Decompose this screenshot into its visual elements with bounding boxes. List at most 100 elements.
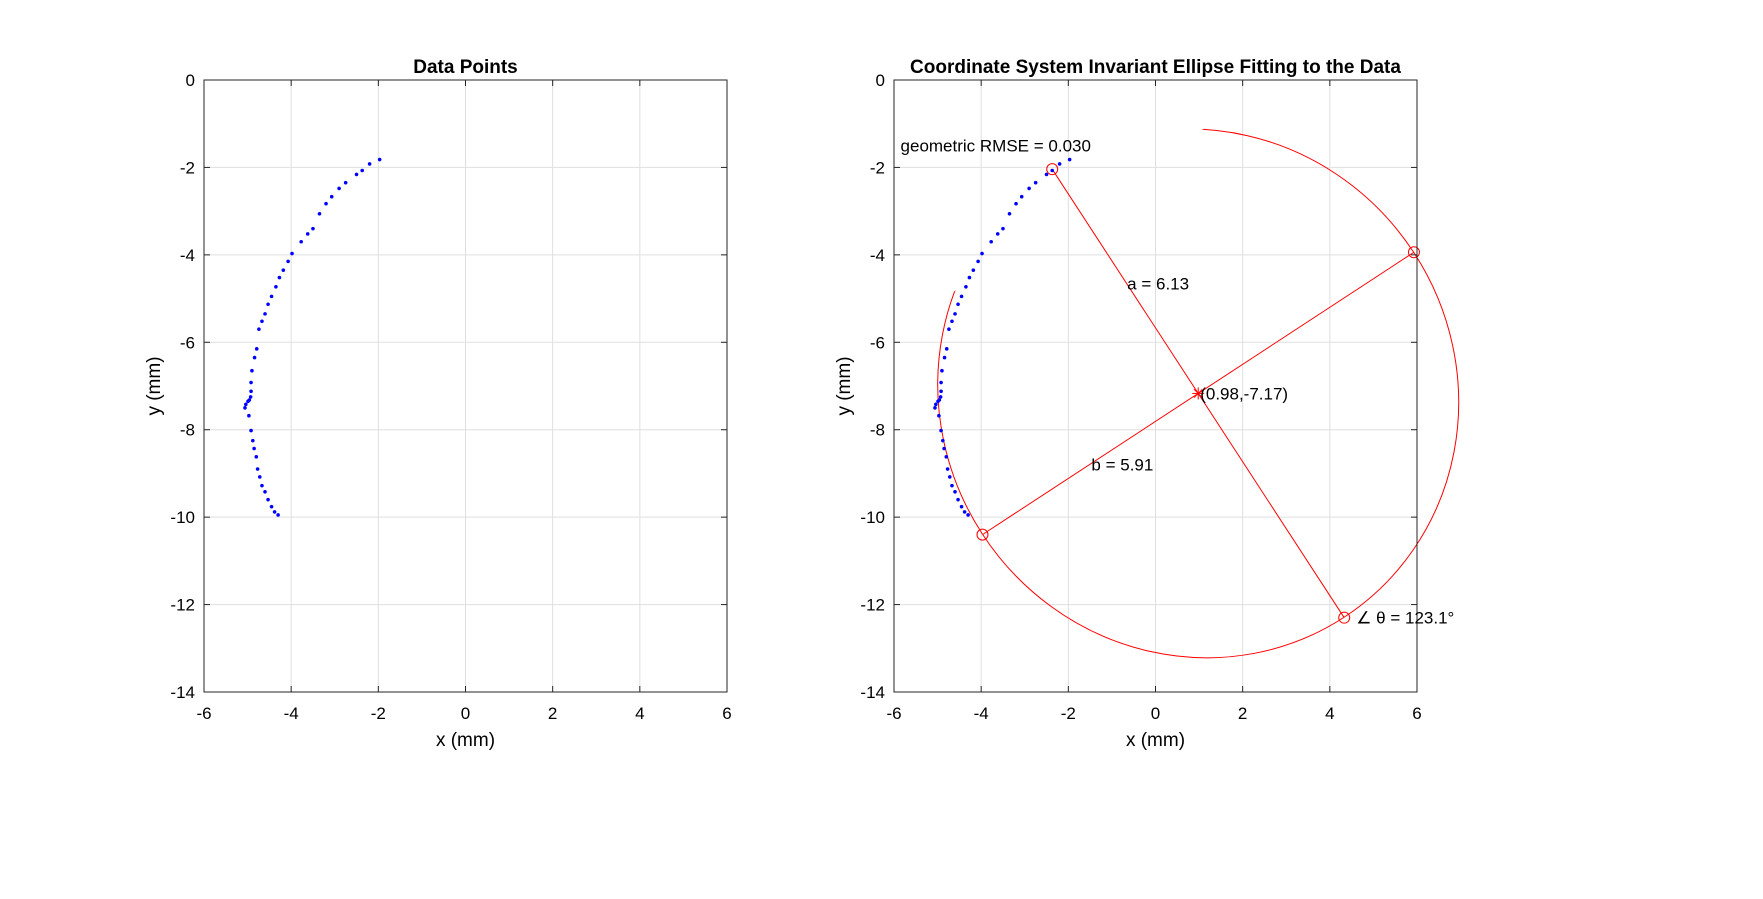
y-tick-label: -10 [860, 508, 885, 527]
data-point [343, 180, 348, 185]
data-point [976, 259, 980, 264]
data-marks [933, 157, 1072, 517]
data-point [933, 406, 937, 410]
center-marker [1192, 387, 1205, 400]
data-point [354, 172, 359, 177]
y-tick-label: -8 [180, 421, 195, 440]
x-tick-label: -4 [974, 704, 989, 723]
data-point [944, 347, 949, 351]
data-point [939, 389, 943, 394]
data-point [995, 232, 1000, 236]
data-point [938, 395, 943, 399]
y-tick-label: -14 [860, 683, 885, 702]
center-annotation: (0.98,-7.17) [1200, 384, 1288, 403]
data-point [251, 438, 255, 443]
data-point [324, 201, 328, 206]
data-point [276, 513, 280, 517]
data-point [360, 168, 365, 173]
x-tick-label: 2 [1238, 704, 1247, 723]
data-point [1050, 168, 1055, 173]
y-tick-label: -14 [170, 683, 195, 702]
x-tick-label: 6 [1412, 704, 1421, 723]
ellipse-fit-axes: -6 -4 -2 0 2 4 6 -14 -12 -10 -8 -6 -4 -2 0 Coordinate … [834, 57, 1460, 751]
data-point [286, 259, 290, 264]
y-tick-label: 0 [876, 71, 885, 90]
data-point [966, 513, 970, 517]
data-point [263, 489, 267, 494]
x-tick-label: 4 [635, 704, 644, 723]
data-point [1057, 162, 1062, 166]
angle-annotation: ∠ θ = 123.1° [1356, 609, 1454, 628]
data-marks [243, 157, 382, 517]
y-tick-label: 0 [186, 71, 195, 90]
data-point [254, 455, 259, 459]
data-point [939, 428, 943, 433]
data-point [964, 284, 968, 289]
data-point [1001, 226, 1005, 231]
y-tick-label: -12 [860, 596, 885, 615]
data-point [962, 510, 967, 514]
y-tick-label: -6 [180, 333, 195, 352]
data-point [252, 355, 257, 360]
ellipse-fit-marks [937, 128, 1460, 659]
data-point [281, 268, 286, 272]
data-point [967, 275, 972, 280]
axis-endpoint-marker [1338, 611, 1351, 624]
data-point [1014, 201, 1018, 206]
data-point [367, 162, 372, 166]
data-point [959, 294, 964, 299]
data-point [277, 275, 282, 280]
y-tick-label: -2 [870, 158, 885, 177]
x-tick-label: -6 [196, 704, 211, 723]
x-tick-label: 2 [548, 704, 557, 723]
data-point [950, 483, 954, 488]
data-point [989, 239, 993, 244]
axis-endpoint-marker [1407, 246, 1420, 259]
x-axis-label: x (mm) [1126, 730, 1185, 751]
data-point [269, 294, 274, 299]
x-axis-label: x (mm) [436, 730, 495, 751]
data-point [337, 186, 341, 191]
data-point [941, 438, 945, 443]
data-point [252, 446, 256, 451]
data-point [290, 251, 294, 256]
data-point [257, 327, 261, 331]
data-point [971, 268, 976, 272]
data-point [257, 475, 262, 479]
x-tick-label: 0 [461, 704, 470, 723]
x-tick-label: -6 [886, 704, 901, 723]
data-point [956, 497, 960, 502]
data-point [980, 251, 984, 256]
data-point [248, 395, 253, 399]
data-point [329, 194, 334, 199]
data-point [247, 413, 251, 418]
data-point [250, 368, 254, 373]
y-axis-label: y (mm) [834, 356, 855, 415]
semi-major-axis-annotation: a = 6.13 [1127, 274, 1189, 293]
data-point [377, 157, 382, 162]
rmse-annotation: geometric RMSE = 0.030 [901, 137, 1091, 156]
data-point [1067, 157, 1072, 162]
x-tick-label: -2 [371, 704, 386, 723]
data-point [243, 406, 247, 410]
data-point [255, 467, 260, 471]
data-point [260, 483, 264, 488]
data-point [244, 402, 248, 407]
data-point [260, 319, 264, 324]
data-point [940, 368, 944, 373]
y-tick-label: -4 [180, 246, 195, 265]
data-point [317, 211, 322, 216]
data-point [266, 302, 270, 307]
x-tick-label: 4 [1325, 704, 1334, 723]
data-point [269, 504, 274, 509]
y-tick-label: -10 [170, 508, 195, 527]
data-point [945, 467, 950, 471]
data-point [942, 355, 947, 360]
y-tick-label: -12 [170, 596, 195, 615]
data-point [959, 504, 964, 509]
data-point [947, 327, 951, 331]
data-points-axes: -6 -4 -2 0 2 4 6 -14 -12 -10 -8 -6 -4 -2 0 Data Points… [144, 57, 732, 751]
data-point [1033, 180, 1038, 185]
data-point [953, 312, 957, 316]
